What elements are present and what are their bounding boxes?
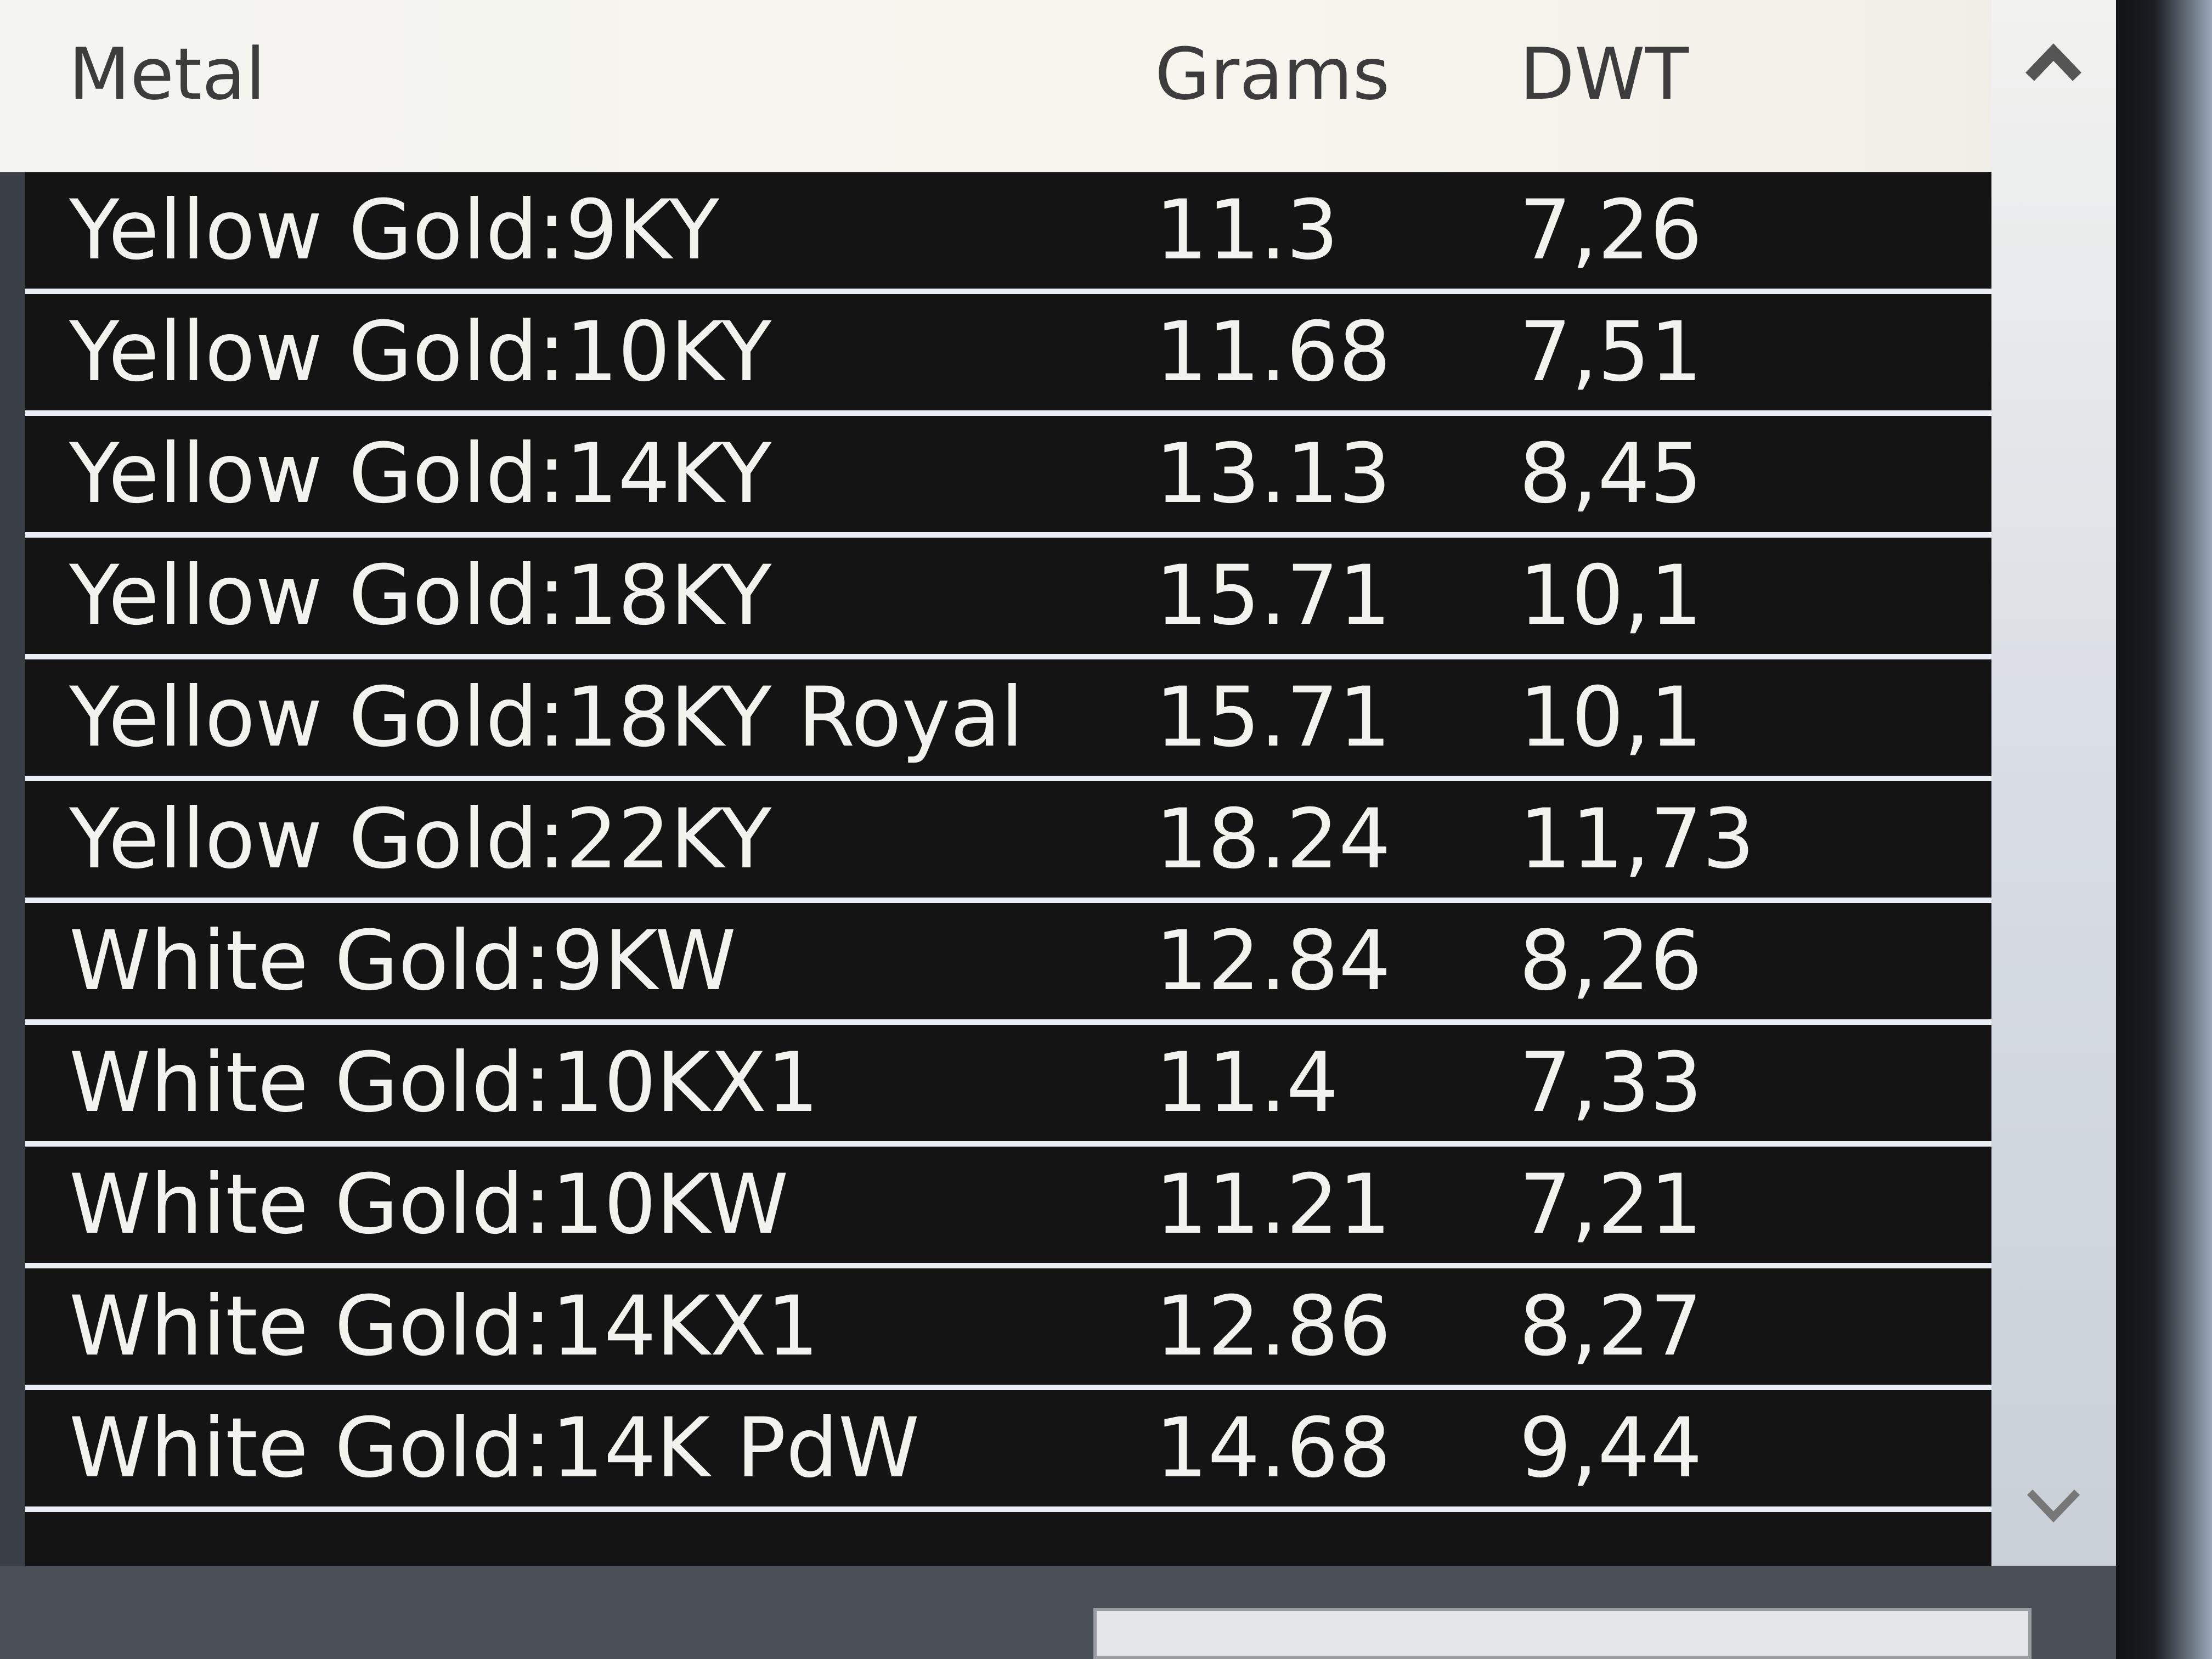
table-cell[interactable]: 7,33 <box>1478 1025 1955 1141</box>
empty-cell[interactable] <box>1918 1390 1991 1506</box>
table-cell[interactable]: 11.3 <box>1114 172 1515 289</box>
scroll-arrows <box>2025 43 2081 1523</box>
empty-cell[interactable] <box>1918 1025 1991 1141</box>
empty-cell[interactable] <box>1918 538 1991 654</box>
table-cell[interactable]: 7,21 <box>1478 1147 1955 1263</box>
table-cell[interactable]: 10,1 <box>1478 538 1955 654</box>
table-cell[interactable]: White Gold:9KW <box>25 903 1154 1019</box>
table-cell[interactable]: Yellow Gold:18KY Royal <box>25 659 1154 776</box>
table-cell[interactable]: Yellow Gold:9KY <box>25 172 1154 289</box>
empty-cell[interactable] <box>1918 1512 1991 1566</box>
header-cell[interactable]: Metal <box>69 32 266 116</box>
table-cell[interactable]: Yellow Gold:10KY <box>25 294 1154 410</box>
table-body: Yellow Gold:9KY 11.3 7,26 Yellow Gold:10KY 1… <box>25 172 1991 1566</box>
scroll-down[interactable] <box>2027 1489 2080 1523</box>
table-cell[interactable]: 15.71 <box>1114 659 1515 776</box>
table-cell[interactable]: 10,1 <box>1478 659 1955 776</box>
bottom-control[interactable] <box>1093 1608 2032 1659</box>
empty-cell[interactable] <box>25 1512 1154 1566</box>
table-cell[interactable]: 11.4 <box>1114 1025 1515 1141</box>
table-cell[interactable]: 18.24 <box>1114 781 1515 898</box>
table-cell[interactable]: Yellow Gold:22KY <box>25 781 1154 898</box>
table-cell[interactable]: White Gold:14KX1 <box>25 1268 1154 1385</box>
header-cell[interactable]: DWT <box>1520 32 1689 116</box>
table-cell[interactable]: 7,26 <box>1478 172 1955 289</box>
table-cell[interactable]: 12.84 <box>1114 903 1515 1019</box>
table-header: Metal Grams DWT <box>0 0 2118 172</box>
scrollbar[interactable] <box>1991 0 2116 1569</box>
header-cell[interactable]: Grams <box>1155 32 1390 116</box>
empty-cell[interactable] <box>1918 416 1991 532</box>
empty-cell[interactable] <box>1918 1147 1991 1263</box>
table-cell[interactable]: Yellow Gold:18KY <box>25 538 1154 654</box>
window-edge <box>2116 0 2212 1659</box>
empty-cell[interactable] <box>1918 781 1991 898</box>
table-cell[interactable]: 11.21 <box>1114 1147 1515 1263</box>
table-cell[interactable]: 12.86 <box>1114 1268 1515 1385</box>
table-cell[interactable]: 11.68 <box>1114 294 1515 410</box>
table-cell[interactable]: Yellow Gold:14KY <box>25 416 1154 532</box>
table-cell[interactable]: 13.13 <box>1114 416 1515 532</box>
table-cell[interactable]: 9,44 <box>1478 1390 1955 1506</box>
table-cell[interactable]: White Gold:10KW <box>25 1147 1154 1263</box>
empty-cell[interactable] <box>1918 903 1991 1019</box>
table-cell[interactable]: White Gold:14K PdW <box>25 1390 1154 1506</box>
table-cell[interactable]: 11,73 <box>1478 781 1955 898</box>
table-cell[interactable]: 8,27 <box>1478 1268 1955 1385</box>
empty-cell[interactable] <box>1114 1512 1515 1566</box>
empty-cell[interactable] <box>1918 1268 1991 1385</box>
table-cell[interactable]: 8,45 <box>1478 416 1955 532</box>
table-cell[interactable]: White Gold:10KX1 <box>25 1025 1154 1141</box>
empty-cell[interactable] <box>1918 659 1991 776</box>
table-cell[interactable]: 15.71 <box>1114 538 1515 654</box>
scroll-up[interactable] <box>2025 43 2081 81</box>
table-cell[interactable]: 8,26 <box>1478 903 1955 1019</box>
table-cell[interactable]: 7,51 <box>1478 294 1955 410</box>
table-cell[interactable]: 14.68 <box>1114 1390 1515 1506</box>
empty-cell[interactable] <box>1478 1512 1955 1566</box>
empty-cell[interactable] <box>1918 172 1991 289</box>
empty-cell[interactable] <box>1918 294 1991 410</box>
